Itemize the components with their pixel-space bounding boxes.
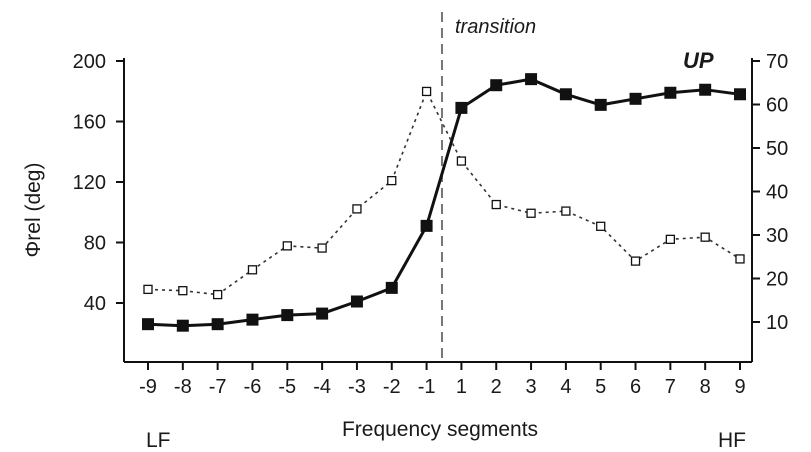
solid-marker (350, 295, 363, 308)
transition-label: transition (455, 16, 536, 38)
solid-marker (490, 79, 503, 92)
hf-label: HF (718, 429, 746, 452)
open-marker (526, 208, 536, 218)
x-tick-label: -2 (383, 376, 401, 398)
left-tick-label: 160 (73, 112, 106, 134)
left-tick-label: 40 (84, 293, 106, 315)
x-tick-label: 9 (734, 376, 745, 398)
x-tick-label: 4 (560, 376, 571, 398)
open-marker (561, 206, 571, 216)
solid-marker (594, 98, 607, 111)
solid-marker (281, 309, 294, 322)
open-marker (630, 256, 641, 266)
left-tick-label: 120 (73, 172, 106, 194)
right-tick-label: 20 (766, 269, 788, 291)
solid-marker (385, 281, 398, 294)
right-tick-label: 30 (766, 225, 788, 247)
solid-marker (420, 219, 433, 232)
series-layer (142, 73, 746, 332)
x-tick-label: 7 (665, 376, 676, 398)
solid-marker (142, 318, 154, 331)
right-tick-label: 60 (766, 95, 788, 117)
solid-marker (246, 313, 259, 326)
x-tick-label: -5 (278, 376, 296, 398)
x-tick-label: 1 (456, 376, 467, 398)
series-dotted-line (147, 89, 741, 296)
open-marker (456, 156, 467, 166)
x-axis-title: Frequency segments (342, 418, 538, 441)
x-tick-label: -9 (139, 376, 157, 398)
solid-marker (734, 88, 746, 101)
open-marker (317, 243, 327, 253)
left-tick-label: 80 (84, 233, 106, 255)
x-tick-label: -8 (174, 376, 192, 398)
x-tick-label: 5 (595, 376, 606, 398)
solid-marker (455, 101, 468, 114)
solid-marker (525, 73, 538, 86)
open-marker (421, 86, 432, 97)
x-tick-label: 3 (525, 376, 536, 398)
lf-label: LF (146, 429, 171, 452)
right-tick-label: 50 (766, 138, 788, 160)
right-tick-label: 10 (766, 312, 788, 334)
x-tick-label: 2 (491, 376, 502, 398)
x-tick-label: -3 (348, 376, 366, 398)
right-tick-label: 40 (766, 182, 788, 204)
solid-marker (211, 318, 224, 331)
series-solid-line (147, 77, 741, 328)
solid-marker (664, 86, 677, 99)
open-marker (596, 221, 606, 231)
solid-marker (629, 92, 642, 105)
solid-marker (316, 307, 329, 320)
open-marker (247, 265, 258, 275)
open-marker (700, 232, 710, 242)
open-marker (178, 286, 188, 296)
x-tick-label: -7 (209, 376, 227, 398)
x-tick-label: 6 (630, 376, 641, 398)
y-axis-title-left: Φrel (deg) (22, 163, 45, 258)
up-label: UP (683, 48, 714, 73)
open-marker (387, 175, 397, 186)
left-tick-label: 200 (73, 51, 106, 73)
open-marker (212, 289, 223, 300)
solid-marker (559, 88, 572, 101)
open-marker (143, 284, 153, 295)
right-tick-label: 70 (766, 51, 788, 73)
x-tick-label: -6 (244, 376, 262, 398)
open-marker (491, 199, 501, 210)
open-marker (352, 204, 362, 214)
solid-marker (699, 83, 712, 96)
solid-marker (176, 319, 189, 332)
open-marker (735, 254, 745, 264)
x-tick-label: -4 (313, 376, 331, 398)
open-marker (282, 241, 292, 251)
open-marker (665, 234, 676, 245)
x-tick-label: 8 (700, 376, 711, 398)
x-tick-label: -1 (418, 376, 436, 398)
